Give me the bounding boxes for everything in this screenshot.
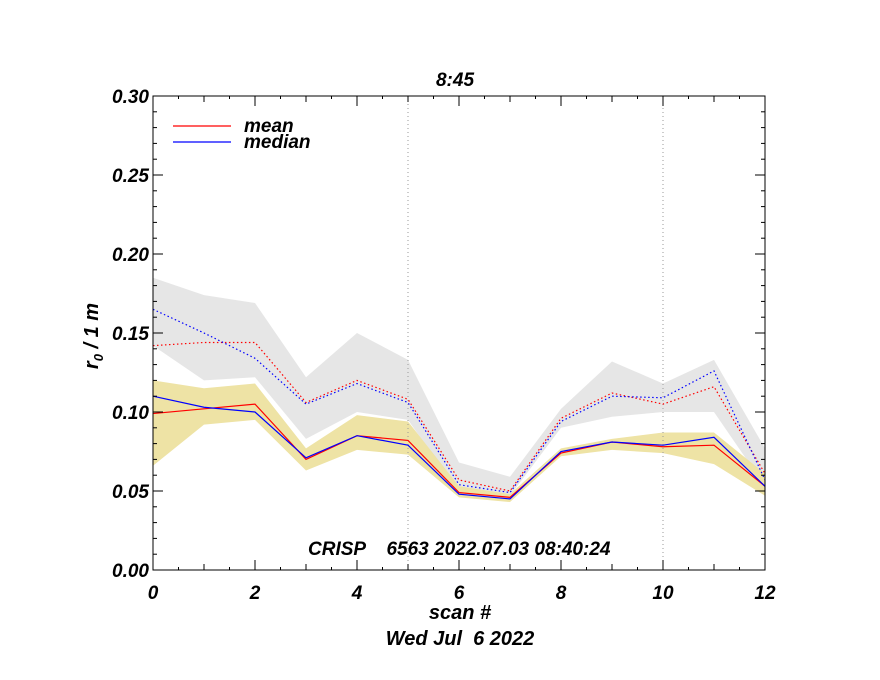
band-upper [153, 277, 765, 496]
series-line-2 [152, 341, 766, 492]
x-axis-label: scan # [429, 602, 492, 624]
y-tick-label: 0.00 [112, 561, 149, 582]
series-lines [152, 308, 766, 500]
y-axis-label-rest: / 1 m [81, 303, 103, 354]
series-line-0 [152, 403, 766, 498]
x-tick-label: 4 [351, 583, 363, 604]
tick-labels: 0 2 4 6 8 10 12 0.00 0.05 0.10 0.15 0.20 0.25 0.30 [112, 87, 776, 604]
svg-text:r0 / 1 m: r0 / 1 m [81, 303, 106, 369]
legend-label-mean: mean [244, 116, 294, 137]
y-axis-label-sub: 0 [91, 353, 106, 361]
y-axis-label: r0 / 1 m [81, 303, 106, 369]
series-line-1 [152, 395, 766, 500]
annotation-text: CRISP 6563 2022.07.03 08:40:24 [308, 539, 611, 560]
y-tick-label: 0.20 [112, 245, 149, 266]
y-tick-label: 0.25 [112, 166, 149, 187]
band-lower [153, 380, 765, 503]
y-tick-label: 0.15 [112, 324, 149, 345]
y-tick-label: 0.10 [112, 403, 149, 424]
legend-label-median: median [244, 132, 311, 153]
x-tick-label: 8 [556, 583, 567, 604]
x-tick-label: 2 [249, 583, 261, 604]
chart-title: 8:45 [436, 70, 474, 91]
x-tick-label: 12 [754, 583, 776, 604]
series-line-3 [152, 308, 766, 494]
reference-lines [407, 96, 664, 570]
x-tick-label: 6 [454, 583, 465, 604]
y-tick-label: 0.05 [112, 482, 149, 503]
y-tick-label: 0.30 [112, 87, 149, 108]
y-axis-label-main: r [81, 360, 103, 369]
ticks [152, 95, 766, 571]
x-tick-label: 10 [652, 583, 674, 604]
x-tick-label: 0 [148, 583, 159, 604]
range-bands [153, 277, 765, 503]
footer-date: Wed Jul 6 2022 [386, 628, 535, 650]
